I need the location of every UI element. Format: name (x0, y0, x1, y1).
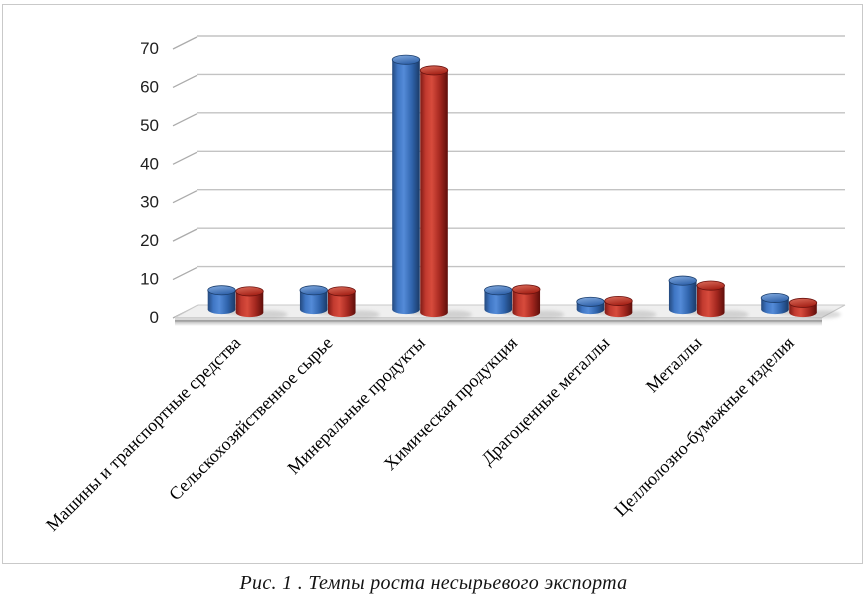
y-tick-label: 40 (140, 154, 159, 173)
y-tick-label: 10 (140, 270, 159, 289)
y-axis-tick (172, 151, 198, 165)
floor-drop-shadow (175, 322, 822, 326)
bar-top (484, 285, 513, 296)
cylinder-bar (604, 295, 657, 319)
bar-body (235, 291, 264, 313)
bar-top (207, 285, 236, 296)
bar-top (391, 54, 421, 65)
cylinder-bar (788, 297, 841, 319)
y-tick-label: 70 (140, 39, 159, 58)
y-tick-label: 60 (140, 77, 159, 96)
bar-body (299, 290, 328, 310)
bar-body (420, 70, 448, 313)
bar-top (668, 275, 697, 286)
bar-body (512, 289, 541, 313)
x-category-label: Сельскохозяйственное сырье (165, 333, 337, 505)
cylinder-bar (696, 280, 749, 319)
figure-caption: Рис. 1 . Темпы роста несырьевого экспорт… (239, 572, 628, 594)
bar-body (604, 300, 633, 313)
bars-layer (207, 54, 841, 319)
bar-top (327, 286, 356, 297)
gridlines-layer (172, 35, 845, 319)
bar-top (576, 296, 605, 307)
y-tick-label: 0 (150, 308, 159, 327)
cylinder-bar (419, 65, 472, 319)
y-tick-label: 50 (140, 116, 159, 135)
bar-top (512, 284, 541, 295)
bar-body (761, 297, 789, 310)
y-axis-tick (172, 228, 198, 242)
bar-top (235, 286, 264, 297)
bar-top (299, 285, 328, 296)
bar-top (760, 292, 790, 303)
y-axis-tick (172, 113, 198, 127)
y-tick-label: 20 (140, 231, 159, 250)
bar-body (392, 59, 420, 310)
cylinder-bar (512, 284, 565, 319)
bar-top (696, 280, 725, 291)
y-axis-tick (172, 74, 198, 89)
y-axis-tick (172, 266, 198, 281)
x-category-label: Машины и транспортные средства (42, 333, 244, 535)
bar-top (788, 297, 818, 308)
y-tick-label: 30 (140, 193, 159, 212)
y-axis-tick (172, 190, 198, 204)
cylinder-bar (327, 286, 380, 319)
x-category-label: Целлюлозно-бумажные изделия (610, 333, 798, 521)
bar-top (604, 295, 633, 306)
cylinder-bar (235, 286, 288, 319)
bar-body (484, 290, 513, 310)
bar-body (207, 290, 236, 310)
floor-front-face (175, 317, 822, 321)
bar-body (327, 291, 356, 313)
x-category-label: Металлы (642, 333, 706, 397)
bar-chart-canvas: 0 10 20 30 40 50 60 70 Машины и транспортные сре… (42, 35, 846, 535)
bar-top (419, 65, 449, 76)
y-axis-tick (172, 36, 198, 50)
